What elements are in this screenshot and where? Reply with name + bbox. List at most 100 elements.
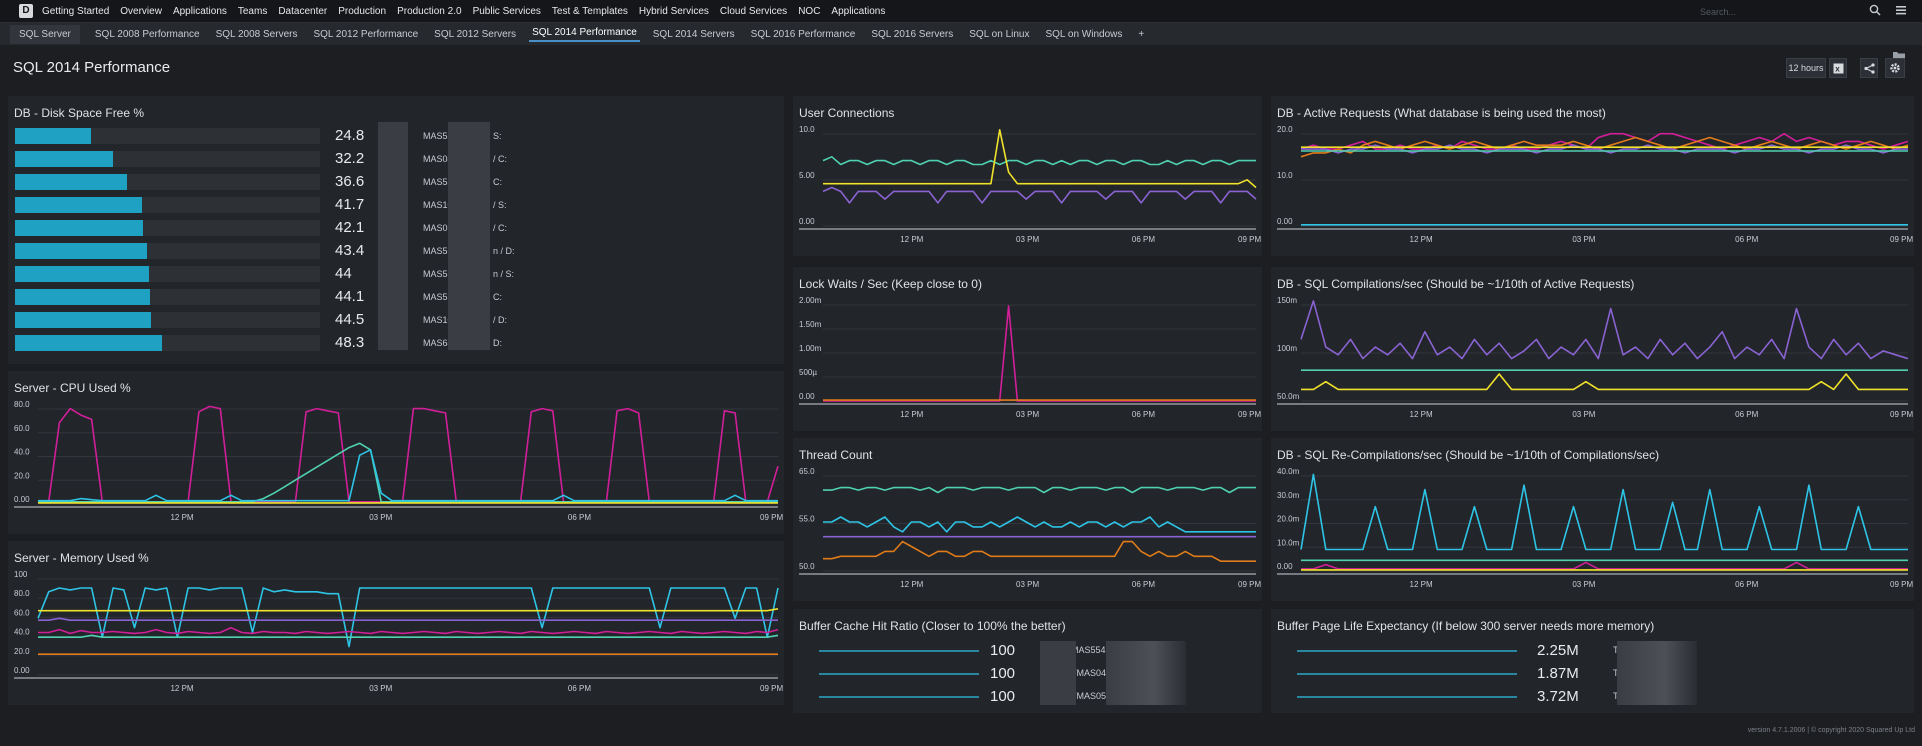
y-tick-label: 1.00m bbox=[799, 344, 822, 353]
disk-drive-label: C: bbox=[493, 292, 502, 302]
topnav-item[interactable]: Teams bbox=[237, 6, 268, 17]
panel-title: DB - SQL Compilations/sec (Should be ~1/… bbox=[1277, 277, 1635, 291]
panel-user-connections: User Connections 10.0 5.00 0.00 12 PM 03 PM 0… bbox=[793, 96, 1262, 256]
add-tab-button[interactable]: + bbox=[1138, 28, 1145, 40]
series-line bbox=[823, 305, 1256, 402]
stat-value: 1.87M bbox=[1537, 665, 1579, 682]
disk-drive-label: / C: bbox=[493, 223, 508, 233]
dashboard-tab[interactable]: SQL 2014 Performance bbox=[529, 27, 640, 42]
topnav-item[interactable]: NOC bbox=[798, 6, 821, 17]
disk-space-row[interactable]: 41.7 MAS10 / S: bbox=[15, 196, 775, 213]
panel-disk-space: DB - Disk Space Free % 24.8 MAS535 S: 32.2 M… bbox=[8, 96, 784, 364]
version-footer: version 4.7.1.2006 | © copyright 2020 Sq… bbox=[1747, 727, 1915, 734]
dashboard-tab[interactable]: SQL 2014 Servers bbox=[652, 28, 735, 40]
stat-label: TMAS049 bbox=[1071, 668, 1112, 678]
topnav-item[interactable]: Datacenter bbox=[278, 6, 328, 17]
disk-space-row[interactable]: 43.4 MAS535 n / D: bbox=[15, 242, 775, 259]
x-tick-label: 12 PM bbox=[1410, 235, 1433, 244]
cpu-chart: 80.0 60.0 40.0 20.0 0.00 12 PM 03 PM 06 PM 09 PM bbox=[14, 400, 783, 522]
panel-thread-count: Thread Count 65.0 55.0 50.0 12 PM 03 PM 06 PM… bbox=[793, 438, 1262, 601]
y-tick-label: 40.0 bbox=[14, 448, 30, 457]
disk-space-row[interactable]: 32.2 MAS049 / C: bbox=[15, 150, 775, 167]
topnav-item[interactable]: Overview bbox=[120, 6, 162, 17]
topnav-item[interactable]: Test & Templates bbox=[551, 6, 628, 17]
dashboard-tab[interactable]: SQL 2008 Performance bbox=[94, 28, 200, 40]
redacted-block bbox=[1106, 641, 1186, 705]
y-tick-label: 10.0m bbox=[1277, 538, 1300, 547]
x-tick-label: 09 PM bbox=[1238, 235, 1261, 244]
search-input[interactable] bbox=[1700, 4, 1850, 19]
x-tick-label: 06 PM bbox=[1132, 410, 1155, 419]
dashboard-tab[interactable]: SQL on Windows bbox=[1045, 28, 1123, 40]
y-tick-label: 20.0m bbox=[1277, 515, 1300, 524]
topnav-item[interactable]: Production bbox=[338, 6, 387, 17]
bar-track bbox=[15, 197, 320, 213]
menu-icon[interactable] bbox=[1894, 4, 1908, 18]
dashboard-tab[interactable]: SQL 2016 Servers bbox=[871, 28, 954, 40]
y-tick-label: 100 bbox=[14, 570, 28, 579]
stat-value: 100 bbox=[990, 688, 1016, 705]
x-tick-label: 09 PM bbox=[1238, 410, 1261, 419]
app-logo[interactable]: D bbox=[19, 4, 33, 18]
y-tick-label: 65.0 bbox=[799, 467, 815, 476]
y-tick-label: 20.0 bbox=[14, 471, 30, 480]
bar-fill bbox=[15, 220, 144, 236]
bar-value: 24.8 bbox=[335, 127, 365, 144]
bar-track bbox=[15, 289, 320, 305]
disk-space-row[interactable]: 44.5 MAS10 / D: bbox=[15, 311, 775, 328]
y-tick-label: 10.0 bbox=[1277, 171, 1293, 180]
x-tick-label: 12 PM bbox=[900, 235, 923, 244]
topnav-item[interactable]: Getting Started bbox=[42, 6, 110, 17]
disk-space-row[interactable]: 48.3 MAS641 D: bbox=[15, 334, 775, 351]
disk-space-row[interactable]: 36.6 MAS535 C: bbox=[15, 173, 775, 190]
topnav-item[interactable]: Public Services bbox=[472, 6, 541, 17]
search-icon[interactable] bbox=[1868, 4, 1882, 18]
topnav-item[interactable]: Cloud Services bbox=[719, 6, 788, 17]
x-tick-label: 06 PM bbox=[1735, 580, 1758, 589]
sql-recompilations-chart: 40.0m 30.0m 20.0m 10.0m 0.00 12 PM 03 PM 06 PM 0… bbox=[1277, 467, 1913, 589]
dashboard-tab[interactable]: SQL Server bbox=[10, 24, 80, 44]
sparkline bbox=[1297, 673, 1517, 675]
panel-title: Buffer Page Life Expectancy (If below 30… bbox=[1277, 619, 1655, 633]
page-title: SQL 2014 Performance bbox=[13, 59, 171, 76]
series-line bbox=[823, 540, 1256, 562]
export-excel-icon[interactable]: x bbox=[1829, 58, 1847, 78]
topnav-item[interactable]: Applications bbox=[831, 6, 886, 17]
share-icon[interactable] bbox=[1860, 58, 1878, 78]
settings-gear-icon[interactable] bbox=[1885, 58, 1905, 78]
panel-buffer-cache: Buffer Cache Hit Ratio (Closer to 100% t… bbox=[793, 609, 1262, 713]
disk-space-row[interactable]: 44.1 MAS554 C: bbox=[15, 288, 775, 305]
y-tick-label: 0.00 bbox=[799, 392, 815, 401]
disk-drive-label: D: bbox=[493, 338, 502, 348]
disk-space-row[interactable]: 44 MAS535 n / S: bbox=[15, 265, 775, 282]
y-tick-label: 20.0 bbox=[1277, 125, 1293, 134]
bar-fill bbox=[15, 335, 163, 351]
disk-space-row[interactable]: 42.1 MAS050 / C: bbox=[15, 219, 775, 236]
x-tick-label: 06 PM bbox=[1132, 580, 1155, 589]
x-tick-label: 06 PM bbox=[1735, 410, 1758, 419]
bar-value: 42.1 bbox=[335, 219, 365, 236]
x-tick-label: 03 PM bbox=[1016, 410, 1039, 419]
dashboard-tab[interactable]: SQL 2012 Performance bbox=[313, 28, 419, 40]
panel-sql-recompilations: DB - SQL Re-Compilations/sec (Should be … bbox=[1271, 438, 1914, 601]
x-tick-label: 09 PM bbox=[760, 684, 783, 693]
topnav-item[interactable]: Applications bbox=[172, 6, 227, 17]
panel-active-requests: DB - Active Requests (What database is b… bbox=[1271, 96, 1914, 256]
x-tick-label: 12 PM bbox=[170, 513, 193, 522]
series-line bbox=[37, 587, 779, 648]
x-tick-label: 06 PM bbox=[1735, 235, 1758, 244]
disk-space-row[interactable]: 24.8 MAS535 S: bbox=[15, 127, 775, 144]
topnav-item[interactable]: Hybrid Services bbox=[638, 6, 709, 17]
dashboard-tab[interactable]: SQL on Linux bbox=[969, 28, 1030, 40]
stat-value: 2.25M bbox=[1537, 642, 1579, 659]
dashboard-tab[interactable]: SQL 2008 Servers bbox=[215, 28, 298, 40]
x-tick-label: 06 PM bbox=[568, 684, 591, 693]
dashboard-tab[interactable]: SQL 2012 Servers bbox=[434, 28, 517, 40]
panel-title: Server - CPU Used % bbox=[14, 381, 131, 395]
dashboard-tab[interactable]: SQL 2016 Performance bbox=[750, 28, 856, 40]
time-range-button[interactable]: 12 hours bbox=[1786, 58, 1826, 78]
y-tick-label: 40.0m bbox=[1277, 467, 1300, 476]
topnav-item[interactable]: Production 2.0 bbox=[397, 6, 462, 17]
disk-drive-label: / S: bbox=[493, 200, 507, 210]
y-tick-label: 80.0 bbox=[14, 589, 30, 598]
